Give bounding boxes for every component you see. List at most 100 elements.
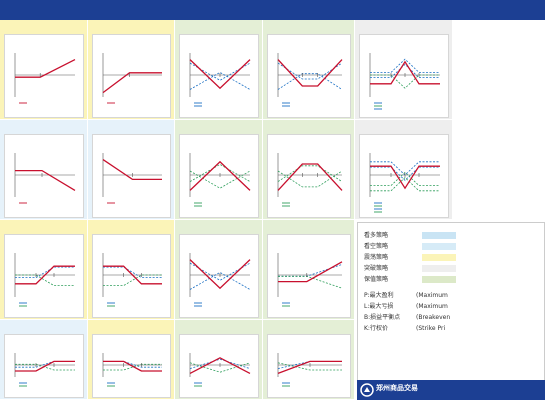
leg-line (15, 274, 75, 286)
payoff-line (370, 60, 440, 85)
payoff-line (278, 261, 343, 283)
leg-line (278, 264, 343, 277)
leg-line (103, 266, 162, 278)
legend-label: 震荡策略 (364, 254, 389, 261)
logo-icon (360, 383, 374, 397)
legend-swatch (422, 265, 456, 272)
strategy-tile (0, 20, 88, 120)
strategy-diagram (4, 334, 84, 398)
strategy-diagram (92, 234, 171, 318)
strategy-note (97, 137, 166, 145)
logo-text: 郑州商品交易 (376, 384, 418, 392)
leg-line (277, 362, 342, 371)
strategy-note (272, 237, 346, 245)
payoff-line (189, 160, 251, 191)
payoff-chart (369, 53, 440, 110)
leg-line (189, 262, 251, 281)
payoff-line (277, 360, 342, 375)
strategy-note (184, 237, 254, 245)
strategy-diagram (4, 34, 84, 118)
legend-swatch (422, 276, 456, 283)
strategy-tile (88, 320, 175, 400)
key-item: P:最大盈利 (Maximum (364, 291, 462, 301)
key-english: (Maximum (416, 303, 448, 310)
strategy-diagram (4, 234, 84, 318)
leg-line (15, 363, 75, 371)
strategy-diagram (267, 134, 351, 218)
leg-line (370, 166, 440, 181)
key-term: P:最大盈利 (364, 292, 394, 299)
payoff-chart (102, 53, 162, 104)
strategy-note (184, 37, 254, 45)
strategy-tile (263, 320, 355, 400)
strategy-note (97, 337, 166, 345)
strategy-note (9, 337, 79, 345)
strategy-tile (0, 120, 88, 220)
payoff-chart (14, 53, 76, 104)
key-item: B:损益平衡点 (Breakeven (364, 313, 462, 323)
strategy-diagram (267, 234, 351, 318)
strategy-note (9, 137, 79, 145)
strategy-diagram (179, 234, 259, 318)
strategy-note (184, 137, 254, 145)
strategy-note (364, 37, 444, 45)
strategy-note (184, 337, 254, 345)
strategy-grid (0, 20, 545, 400)
leg-line (370, 177, 440, 192)
payoff-line (102, 72, 162, 94)
legend-swatch (422, 254, 456, 261)
payoff-chart (189, 253, 251, 307)
payoff-chart (14, 153, 76, 204)
payoff-line (15, 59, 76, 78)
payoff-line (189, 259, 251, 290)
legend-label: 突破策略 (364, 265, 389, 272)
leg-line (277, 165, 343, 182)
strategy-diagram (179, 34, 259, 118)
payoff-chart (189, 153, 251, 207)
strategy-diagram (267, 334, 351, 398)
strategy-tile (355, 120, 453, 220)
legend-panel: 看多策略 看空策略 震荡策略 突破策略 保值策略 P:最大盈利 (Maximum L:最大亏损… (357, 222, 545, 382)
strategy-diagram (92, 34, 171, 118)
key-item: L:最大亏损 (Maximum (364, 302, 462, 312)
payoff-line (15, 360, 75, 372)
leg-line (370, 63, 440, 78)
payoff-line (103, 265, 162, 285)
strategy-note (272, 37, 346, 45)
payoff-line (189, 59, 251, 90)
strategy-tile (88, 20, 175, 120)
payoff-chart (277, 253, 343, 307)
payoff-chart (189, 53, 251, 107)
leg-line (15, 266, 75, 278)
strategy-note (364, 137, 444, 145)
key-term: L:最大亏损 (364, 303, 394, 310)
payoff-line (370, 165, 440, 190)
strategy-note (97, 37, 166, 45)
key-term: K:行权价 (364, 325, 388, 332)
strategy-diagram (179, 334, 259, 398)
key-term: B:损益平衡点 (364, 314, 401, 321)
payoff-line (189, 357, 251, 374)
key-english: (Maximum (416, 292, 448, 299)
payoff-line (15, 169, 76, 191)
strategy-tile (175, 20, 263, 120)
payoff-chart (102, 353, 162, 387)
key-english: (Breakeven (416, 314, 451, 321)
payoff-chart (189, 353, 251, 387)
leg-line (370, 74, 440, 89)
payoff-chart (102, 153, 162, 204)
payoff-chart (14, 353, 75, 387)
payoff-line (15, 265, 75, 285)
strategy-diagram (92, 334, 171, 398)
leg-line (189, 170, 251, 189)
leg-line (370, 171, 440, 186)
payoff-chart (14, 253, 75, 307)
payoff-line (277, 163, 343, 191)
leg-line (277, 62, 343, 80)
legend-label: 看多策略 (364, 232, 389, 239)
strategy-diagram (92, 134, 171, 218)
strategy-note (272, 137, 346, 145)
legend-item: 突破策略 (364, 264, 458, 274)
strategy-note (9, 237, 79, 245)
